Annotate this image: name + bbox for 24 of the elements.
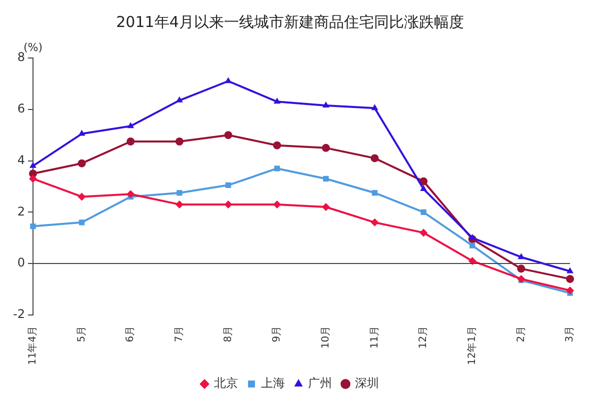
y-tick-label: 6 xyxy=(17,102,25,116)
x-tick-label: 11月 xyxy=(369,326,380,349)
legend-label: 广州 xyxy=(308,376,332,390)
y-tick-label: 8 xyxy=(17,50,25,64)
x-tick-label: 8月 xyxy=(222,326,234,342)
x-tick-label: 10月 xyxy=(320,326,332,349)
legend-label: 深圳 xyxy=(355,376,379,390)
x-tick-label: 2月 xyxy=(516,326,527,342)
y-tick-label: 2 xyxy=(17,204,25,218)
legend-label: 北京 xyxy=(214,376,238,390)
x-tick-label: 5月 xyxy=(76,326,88,342)
x-tick-label: 7月 xyxy=(174,326,186,342)
x-tick-label: 3月 xyxy=(564,326,576,342)
legend-label: 上海 xyxy=(261,376,285,390)
y-axis-title: (%) xyxy=(23,40,42,54)
x-tick-label: 9月 xyxy=(272,326,283,342)
y-tick-label: 4 xyxy=(17,152,25,167)
x-tick-label: 11年4月 xyxy=(26,326,39,366)
x-tick-label: 6月 xyxy=(125,326,136,342)
chart-title: 2011年4月以来一线城市新建商品住宅同比涨跌幅度 xyxy=(116,12,464,31)
y-tick-label: 0 xyxy=(17,256,25,270)
x-tick-label: 12月 xyxy=(418,326,430,349)
x-tick-label: 12年1月 xyxy=(466,326,478,366)
y-tick-label: -2 xyxy=(12,307,25,322)
